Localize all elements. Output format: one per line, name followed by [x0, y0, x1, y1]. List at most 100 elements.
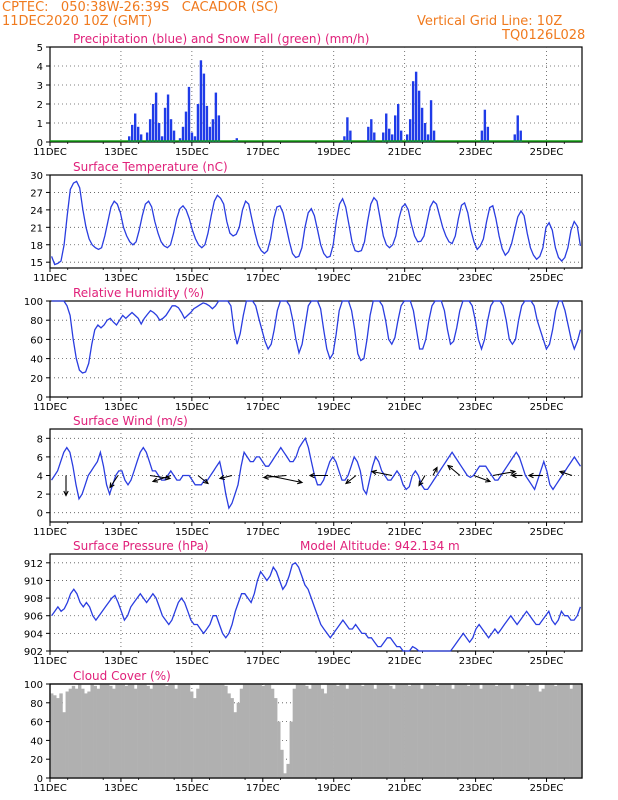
cloud-bar — [109, 685, 113, 778]
y-tick-label: 2 — [37, 490, 43, 501]
cloud-bar — [361, 685, 365, 778]
cloud-bar — [118, 684, 122, 778]
precip-bar — [214, 92, 218, 142]
cloud-bar — [451, 688, 455, 778]
precip-bar — [163, 107, 167, 142]
x-tick-label: 15DEC — [175, 402, 209, 413]
precip-bar — [420, 107, 424, 142]
x-tick-label: 17DEC — [246, 527, 280, 538]
precip-bar — [519, 130, 522, 142]
cloud-bar — [317, 684, 321, 778]
cloud-bar — [146, 685, 150, 778]
cloud-bar — [473, 684, 477, 778]
cloud-bar — [435, 685, 440, 778]
x-tick-label: 23DEC — [459, 147, 493, 158]
cloud-bar — [566, 684, 570, 778]
wind-arrow — [263, 474, 287, 479]
cloud-bar — [193, 698, 197, 778]
y-tick-label: 21 — [30, 223, 43, 234]
cloud-bar — [516, 684, 521, 778]
cloud-bar — [572, 684, 577, 778]
cloud-bar — [557, 684, 561, 778]
precip-bar — [480, 130, 484, 142]
cloud-bar — [532, 684, 536, 778]
cloud-bar — [454, 684, 458, 778]
cloud-bar — [538, 691, 542, 778]
cloud-bar — [575, 684, 580, 778]
cloud-bar — [74, 688, 79, 778]
wind-arrow-head — [510, 469, 517, 475]
precip-bar — [394, 115, 397, 142]
cloud-bar — [50, 693, 54, 778]
precip-bar — [187, 86, 191, 142]
wind-arrow — [492, 470, 516, 477]
y-tick-label: 27 — [30, 188, 43, 199]
precip-bar — [145, 132, 149, 142]
cloud-bar — [342, 684, 346, 778]
precip-bar — [388, 128, 391, 142]
cloud-bar — [267, 684, 272, 778]
y-tick-label: 902 — [24, 647, 43, 658]
grid-line-note: Vertical Grid Line: 10Z — [417, 14, 563, 29]
wind-arrow-head — [558, 470, 566, 476]
wind-arrow — [559, 470, 573, 477]
cloud-bar — [87, 691, 91, 778]
y-tick-label: 3 — [37, 81, 43, 92]
cloud-bar — [295, 684, 300, 778]
cloud-bar — [423, 684, 427, 778]
cloud-bar — [186, 684, 191, 778]
cloud-bar — [401, 684, 405, 778]
precip-bar — [181, 126, 185, 142]
cloud-bar — [124, 685, 129, 778]
y-tick-label: 80 — [30, 699, 43, 710]
y-tick-label: 5 — [37, 43, 43, 54]
precip-bar — [513, 134, 516, 142]
cloud-bar — [127, 684, 132, 778]
wind-arrow — [109, 475, 119, 488]
precip-bar — [343, 136, 346, 142]
cloud-bar — [211, 684, 216, 778]
precip-bar — [169, 119, 173, 142]
cloud-bar — [255, 684, 259, 778]
precip-bar — [391, 134, 394, 142]
cloud-bar — [233, 712, 237, 778]
precip-bar — [160, 136, 164, 142]
cloud-bar — [404, 684, 409, 778]
x-tick-label: 23DEC — [459, 402, 493, 413]
cloud-bar — [535, 684, 539, 778]
wind-arrow — [473, 474, 491, 483]
precip-bar — [411, 81, 415, 142]
cloud-bar — [96, 688, 101, 778]
cloud-bar — [336, 685, 340, 778]
cloud-bar — [358, 684, 362, 778]
cloud-bar — [261, 685, 265, 778]
cloud-bar — [171, 684, 175, 778]
cloud-bar — [463, 684, 468, 778]
precip-bar — [148, 119, 152, 142]
y-tick-label: 0 — [37, 393, 43, 404]
precip-bar — [130, 124, 134, 142]
cloud-bar — [445, 684, 449, 778]
cloud-bar — [351, 684, 356, 778]
precip-bar — [208, 126, 212, 142]
cloud-bar — [121, 684, 125, 778]
wind-arrow-head — [151, 477, 159, 483]
y-tick-label: 1 — [37, 119, 43, 130]
cloud-bar — [202, 684, 206, 778]
wind-arrow-head — [432, 466, 438, 473]
cloud-bar — [457, 684, 461, 778]
run-datetime: 11DEC2020 10Z (GMT) — [2, 14, 153, 29]
cloud-bar — [314, 684, 318, 778]
precip-bar — [154, 92, 158, 142]
wind-arrow — [371, 470, 393, 477]
cloud-bar — [550, 684, 555, 778]
x-tick-label: 25DEC — [530, 783, 564, 794]
cloud-bar — [491, 684, 496, 778]
cloud-bar — [292, 688, 297, 778]
cloud-bar — [140, 684, 144, 778]
x-tick-label: 13DEC — [104, 527, 138, 538]
cloud-bar — [289, 721, 293, 778]
cloud-bar — [106, 684, 110, 778]
cloud-bar — [470, 684, 474, 778]
x-tick-label: 21DEC — [388, 402, 422, 413]
